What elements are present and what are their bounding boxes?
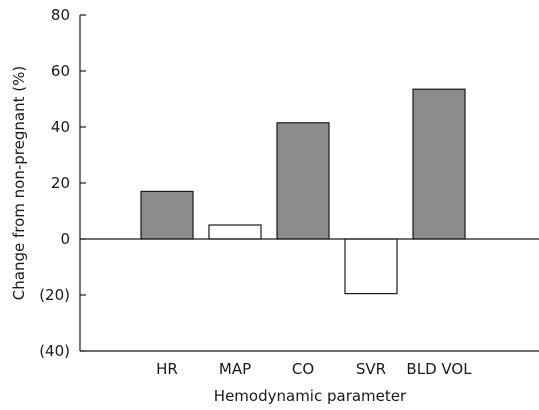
x-tick-label: CO [292,360,314,378]
y-tick-label: 20 [51,174,70,192]
bar-svr [344,238,398,295]
x-tick-label: SVR [356,360,386,378]
x-tick-label: MAP [219,360,251,378]
y-tick-label: 40 [51,118,70,136]
bar-bld-vol [412,88,466,240]
x-tick-label: HR [156,360,178,378]
x-axis-title: Hemodynamic parameter [214,387,407,405]
y-tick-label: (40) [39,342,70,360]
y-tick-label: (20) [39,286,70,304]
y-tick-label: 80 [51,6,70,24]
y-axis-title: Change from non-pregnant (%) [10,66,28,300]
x-tick-label: BLD VOL [406,360,472,378]
bar-co [276,122,330,240]
bars-layer [140,88,466,295]
labels-layer: 80 60 40 20 0 (20) (40) HR MAP CO SVR BLD VOL [39,6,472,378]
bar-hr [140,190,194,240]
bar-map [208,224,262,240]
y-tick-label: 0 [60,230,70,248]
axes-layer [79,14,539,352]
y-tick-label: 60 [51,62,70,80]
